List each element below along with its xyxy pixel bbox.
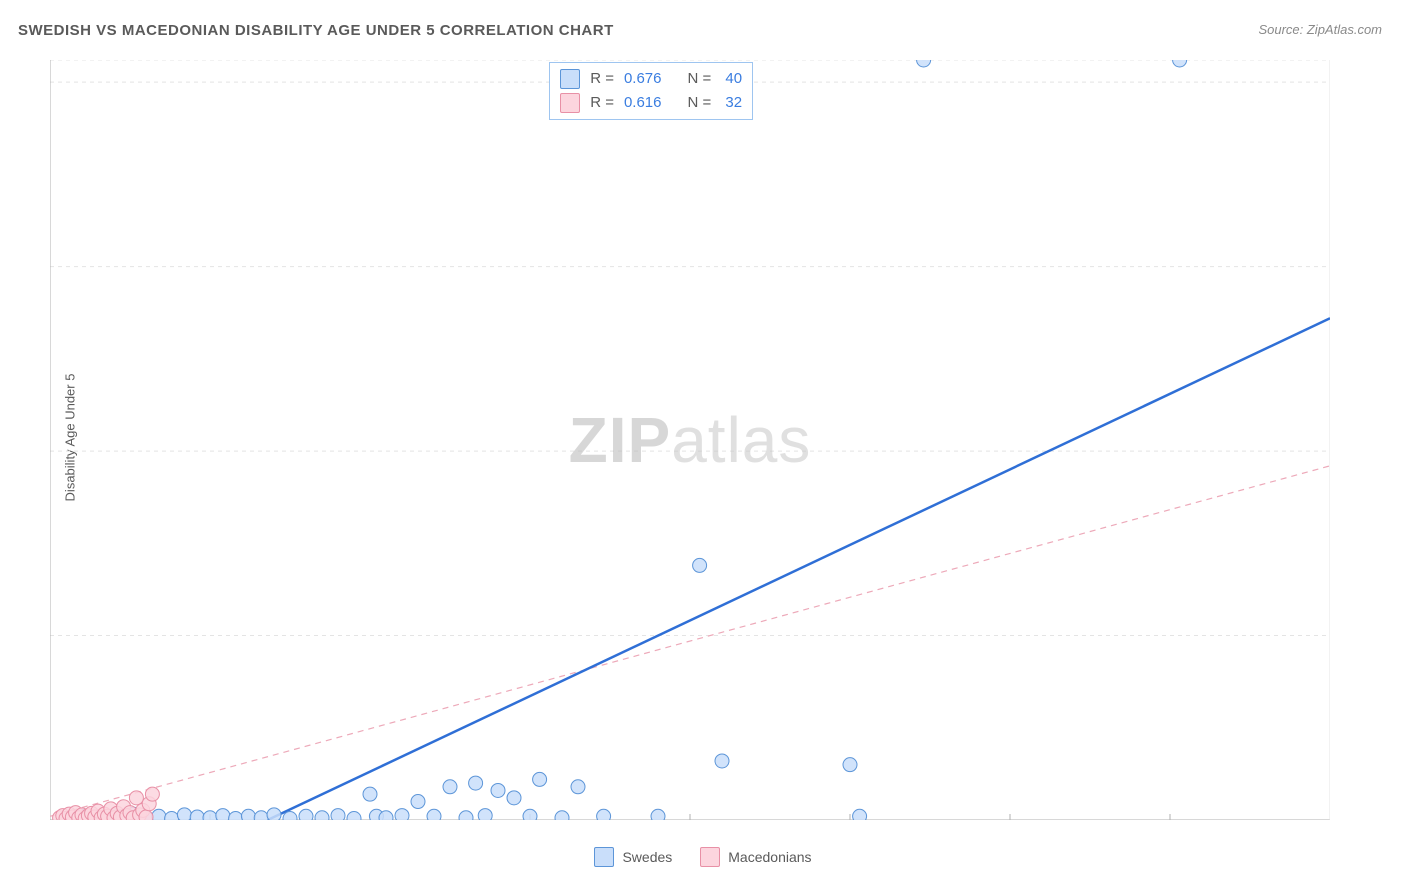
data-point-swedes bbox=[254, 811, 268, 820]
r-label: R = bbox=[590, 91, 614, 115]
n-label: N = bbox=[688, 91, 712, 115]
data-point-macedonians bbox=[129, 791, 143, 805]
data-point-swedes bbox=[427, 809, 441, 820]
legend-swatch bbox=[560, 93, 580, 113]
data-point-swedes bbox=[507, 791, 521, 805]
legend-swatch bbox=[594, 847, 614, 867]
n-value: 32 bbox=[721, 91, 742, 115]
data-point-swedes bbox=[555, 811, 569, 820]
data-point-swedes bbox=[241, 809, 255, 820]
data-point-swedes bbox=[165, 812, 179, 820]
data-point-swedes bbox=[1173, 60, 1187, 67]
stats-legend-row: R = 0.616 N = 32 bbox=[560, 91, 742, 115]
data-point-swedes bbox=[917, 60, 931, 67]
data-point-swedes bbox=[229, 812, 243, 820]
trend-line-macedonians bbox=[50, 466, 1330, 816]
data-point-swedes bbox=[443, 780, 457, 794]
data-point-swedes bbox=[203, 811, 217, 820]
data-point-swedes bbox=[478, 809, 492, 820]
legend-swatch bbox=[560, 69, 580, 89]
data-point-swedes bbox=[216, 809, 230, 820]
data-point-swedes bbox=[331, 809, 345, 820]
data-point-swedes bbox=[843, 758, 857, 772]
r-label: R = bbox=[590, 67, 614, 91]
data-point-swedes bbox=[177, 808, 191, 820]
data-point-swedes bbox=[267, 808, 281, 820]
legend-item: Swedes bbox=[594, 847, 672, 867]
data-point-swedes bbox=[379, 811, 393, 820]
data-point-swedes bbox=[597, 809, 611, 820]
data-point-swedes bbox=[693, 558, 707, 572]
data-point-swedes bbox=[491, 783, 505, 797]
legend-label: Swedes bbox=[622, 849, 672, 865]
data-point-macedonians bbox=[139, 810, 153, 820]
chart-svg: 25.0%50.0%75.0%100.0%0.0%40.0% bbox=[50, 60, 1330, 820]
stats-legend-row: R = 0.676 N = 40 bbox=[560, 67, 742, 91]
data-point-macedonians bbox=[145, 787, 159, 801]
r-value: 0.676 bbox=[624, 67, 662, 91]
chart-title: SWEDISH VS MACEDONIAN DISABILITY AGE UND… bbox=[18, 22, 614, 39]
trend-line-swedes bbox=[268, 318, 1330, 820]
data-point-swedes bbox=[152, 809, 166, 820]
legend-label: Macedonians bbox=[728, 849, 811, 865]
data-point-swedes bbox=[411, 795, 425, 809]
n-label: N = bbox=[688, 67, 712, 91]
data-point-swedes bbox=[469, 776, 483, 790]
series-legend: Swedes Macedonians bbox=[0, 847, 1406, 870]
data-point-swedes bbox=[651, 809, 665, 820]
stats-legend: R = 0.676 N = 40 R = 0.616 N = 32 bbox=[549, 62, 753, 120]
n-value: 40 bbox=[721, 67, 742, 91]
legend-swatch bbox=[700, 847, 720, 867]
data-point-swedes bbox=[347, 812, 361, 820]
data-point-swedes bbox=[533, 772, 547, 786]
data-point-swedes bbox=[395, 809, 409, 820]
data-point-swedes bbox=[571, 780, 585, 794]
source-credit: Source: ZipAtlas.com bbox=[1258, 22, 1382, 37]
r-value: 0.616 bbox=[624, 91, 662, 115]
data-point-swedes bbox=[715, 754, 729, 768]
data-point-swedes bbox=[363, 787, 377, 801]
data-point-swedes bbox=[853, 809, 867, 820]
data-point-swedes bbox=[523, 809, 537, 820]
data-point-swedes bbox=[315, 811, 329, 820]
data-point-swedes bbox=[459, 811, 473, 820]
plot-area: 25.0%50.0%75.0%100.0%0.0%40.0% ZIPatlas … bbox=[50, 60, 1330, 820]
data-point-swedes bbox=[190, 810, 204, 820]
legend-item: Macedonians bbox=[700, 847, 811, 867]
data-point-swedes bbox=[299, 809, 313, 820]
